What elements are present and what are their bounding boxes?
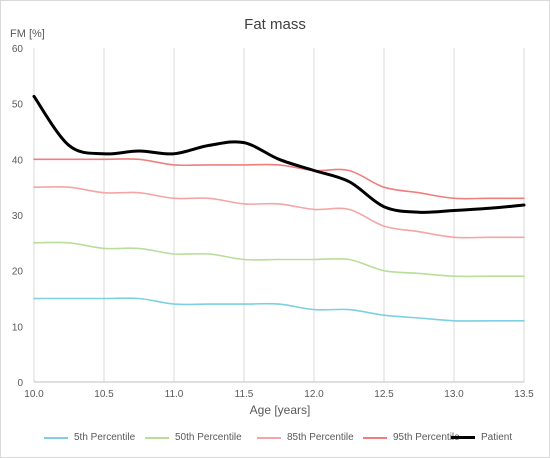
x-tick-labels: 10.0 10.5 11.0 11.5 12.0 12.5 13.0 13.5 — [24, 389, 534, 400]
x-tick-label: 11.0 — [165, 389, 184, 400]
legend: 5th Percentile 50th Percentile 85th Percen… — [0, 432, 550, 450]
x-tick-label: 12.5 — [374, 389, 394, 400]
legend-swatch — [257, 436, 281, 439]
x-tick-label: 10.5 — [94, 389, 114, 400]
series-line-50th-percentile — [33, 241, 525, 278]
y-tick-label: 30 — [12, 211, 24, 222]
chart-title: Fat mass — [244, 16, 306, 33]
y-tick-label: 20 — [12, 267, 24, 278]
legend-item: Patient — [451, 432, 512, 443]
y-tick-label: 0 — [17, 378, 23, 389]
y-tick-label: 10 — [12, 322, 24, 333]
y-tick-labels: 0 10 20 30 40 50 60 — [12, 44, 24, 389]
x-tick-label: 10.0 — [24, 389, 44, 400]
y-tick-label: 40 — [12, 155, 24, 166]
series-line-5th-percentile — [33, 297, 525, 322]
legend-item: 95th Percentile — [363, 432, 460, 443]
chart-plot: 0 10 20 30 40 50 60 10.0 10.5 11.0 11.5 12.0 12.5 13… — [12, 44, 534, 400]
y-tick-label: 50 — [12, 100, 24, 111]
legend-item: 5th Percentile — [44, 432, 135, 443]
legend-label: 85th Percentile — [287, 432, 354, 443]
legend-swatch — [44, 436, 68, 439]
legend-label: Patient — [481, 432, 513, 443]
legend-swatch — [145, 436, 169, 439]
legend-swatch — [363, 436, 387, 439]
series-line-95th-percentile — [33, 158, 525, 200]
grid-lines — [33, 48, 525, 383]
legend-label: 5th Percentile — [74, 432, 136, 443]
legend-item: 50th Percentile — [145, 432, 242, 443]
legend-label: 95th Percentile — [393, 432, 460, 443]
series-lines — [32, 94, 526, 322]
y-tick-label: 60 — [12, 44, 24, 55]
x-tick-label: 12.0 — [304, 389, 324, 400]
x-axis-label: Age [years] — [249, 403, 311, 417]
legend-item: 85th Percentile — [257, 432, 354, 443]
series-line-patient — [32, 94, 526, 214]
x-tick-label: 13.0 — [444, 389, 464, 400]
series-line-85th-percentile — [33, 185, 525, 239]
x-tick-label: 13.5 — [514, 389, 534, 400]
legend-swatch — [451, 436, 475, 439]
x-tick-label: 11.5 — [235, 389, 254, 400]
y-axis-label: FM [%] — [10, 28, 45, 40]
legend-label: 50th Percentile — [175, 432, 242, 443]
